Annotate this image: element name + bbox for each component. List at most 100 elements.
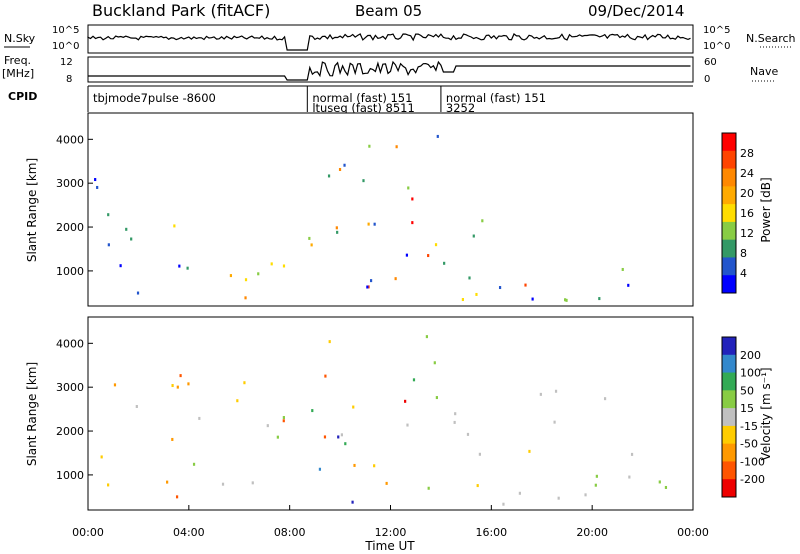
station-title: Buckland Park (fitACF) bbox=[92, 1, 270, 20]
range-cell bbox=[310, 243, 313, 247]
velocity-colorbar-label: Velocity [m s⁻¹] bbox=[759, 367, 773, 460]
x-tick-label: 12:00 bbox=[375, 526, 407, 539]
range-cell bbox=[436, 134, 439, 138]
power-data bbox=[94, 134, 630, 302]
range-cell bbox=[244, 296, 247, 300]
range-cell bbox=[243, 381, 246, 385]
y-tick-label: 4000 bbox=[56, 337, 84, 350]
colorbar-tick-label: 24 bbox=[740, 167, 754, 180]
colorbar-tick-label: -200 bbox=[740, 473, 765, 486]
colorbar-segment bbox=[722, 150, 736, 170]
range-cell bbox=[282, 264, 286, 268]
range-cell bbox=[443, 261, 446, 265]
range-cell bbox=[270, 262, 273, 266]
y-tick-label: 1000 bbox=[56, 265, 84, 278]
range-cell bbox=[598, 297, 601, 301]
range-cell bbox=[433, 361, 436, 365]
velocity-panel: 4000 3000 2000 1000 Slant Range [km] 200 100… bbox=[25, 316, 773, 511]
range-cell bbox=[407, 186, 410, 190]
colorbar-segment bbox=[722, 461, 736, 480]
colorbar-segment bbox=[722, 257, 736, 276]
range-cell bbox=[453, 420, 456, 424]
range-cell bbox=[362, 179, 365, 183]
range-cell bbox=[603, 397, 607, 401]
colorbar-segment bbox=[722, 337, 736, 356]
velocity-data bbox=[100, 335, 668, 506]
cpid-row: tbjmode7pulse -8600 normal (fast) 151ltus… bbox=[87, 85, 693, 115]
x-tick-label: 16:00 bbox=[475, 526, 507, 539]
range-cell bbox=[411, 197, 414, 201]
range-cell bbox=[130, 237, 133, 241]
range-cell bbox=[324, 374, 327, 378]
colorbar-segment bbox=[722, 372, 736, 391]
velocity-y-ticks: 4000 3000 2000 1000 bbox=[56, 337, 93, 482]
range-cell bbox=[434, 243, 438, 247]
colorbar-segment bbox=[722, 354, 736, 374]
cpid-text: normal (fast) 151 bbox=[312, 91, 412, 105]
range-cell bbox=[461, 298, 465, 302]
range-cell bbox=[175, 495, 179, 499]
range-cell bbox=[107, 213, 110, 217]
range-cell bbox=[282, 419, 285, 423]
range-cell bbox=[236, 399, 239, 403]
range-cell bbox=[311, 409, 314, 413]
y-tick-label: 2000 bbox=[56, 425, 84, 438]
colorbar-tick-label: 15 bbox=[740, 402, 754, 415]
power-plot-frame bbox=[87, 112, 694, 307]
range-cell bbox=[327, 174, 331, 178]
velocity-ylabel: Slant Range [km] bbox=[25, 362, 39, 466]
colorbar-segment bbox=[722, 204, 736, 223]
range-cell bbox=[528, 449, 531, 453]
range-cell bbox=[352, 405, 355, 409]
x-tick-label: 00:00 bbox=[677, 526, 709, 539]
range-cell bbox=[367, 285, 370, 289]
colorbar-tick-label: 16 bbox=[740, 207, 754, 220]
noise-panel: 10^5 10^0 10^5 10^0 bbox=[52, 24, 730, 54]
noise-trace bbox=[87, 33, 691, 51]
range-cell bbox=[412, 378, 416, 382]
range-cell bbox=[198, 416, 201, 420]
cpid-text: tbjmode7pulse -8600 bbox=[93, 91, 216, 105]
range-cell bbox=[564, 298, 567, 302]
power-colorbar-label: Power [dB] bbox=[759, 177, 773, 242]
colorbar-tick-label: -50 bbox=[740, 438, 758, 451]
freq-label: Freq. bbox=[4, 54, 31, 67]
range-cell bbox=[186, 266, 189, 270]
range-cell bbox=[367, 222, 370, 226]
colorbar-segment bbox=[722, 221, 736, 241]
colorbar-segment bbox=[722, 239, 736, 258]
x-axis-label: Time UT bbox=[364, 539, 415, 553]
y-tick-label: 3000 bbox=[56, 381, 84, 394]
range-cell bbox=[524, 283, 527, 287]
range-cell bbox=[282, 416, 285, 420]
colorbar-tick-label: 100 bbox=[740, 367, 761, 380]
range-cell bbox=[531, 297, 534, 301]
range-cell bbox=[338, 167, 342, 171]
colorbar-segment bbox=[722, 133, 736, 152]
range-cell bbox=[171, 384, 174, 388]
colorbar-tick-label: -15 bbox=[740, 420, 758, 433]
range-cell bbox=[94, 178, 97, 182]
range-cell bbox=[192, 462, 196, 466]
range-cell bbox=[276, 435, 279, 439]
nave-label: Nave bbox=[750, 65, 778, 78]
y-tick-label: 3000 bbox=[56, 177, 84, 190]
x-tick-label: 04:00 bbox=[173, 526, 205, 539]
range-cell bbox=[502, 502, 505, 506]
noise-axis-bottom-right: 10^0 bbox=[703, 41, 730, 52]
colorbar-tick-label: 12 bbox=[740, 227, 754, 240]
range-cell bbox=[176, 385, 179, 389]
range-cell bbox=[553, 420, 556, 424]
range-cell bbox=[107, 483, 110, 487]
range-cell bbox=[171, 437, 174, 441]
range-cell bbox=[135, 404, 138, 408]
range-cell bbox=[337, 435, 340, 439]
cpid-text: 3252 bbox=[446, 101, 475, 115]
range-cell bbox=[351, 500, 354, 504]
range-cell bbox=[395, 145, 398, 149]
range-cell bbox=[125, 227, 128, 231]
range-cell bbox=[369, 279, 373, 283]
colorbar-segment bbox=[722, 408, 736, 427]
range-cell bbox=[405, 253, 409, 257]
